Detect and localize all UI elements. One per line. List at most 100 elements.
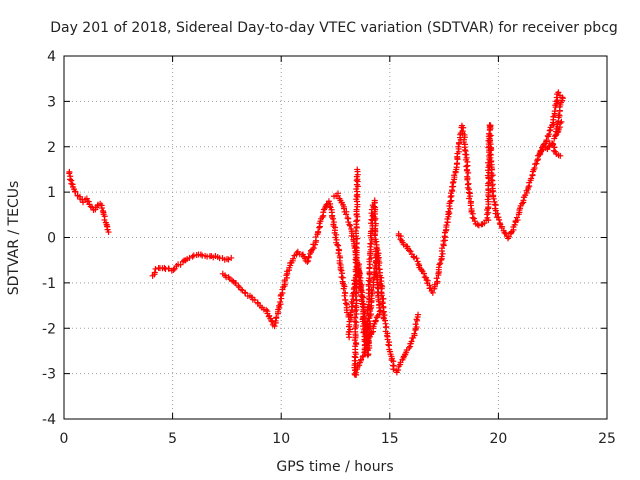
data-point-marker <box>438 253 445 260</box>
data-point-marker <box>536 151 543 158</box>
data-point-marker <box>464 184 471 191</box>
data-point-marker <box>353 319 360 326</box>
data-point-marker <box>413 323 420 330</box>
data-point-marker <box>470 215 477 222</box>
y-tick-label: 2 <box>47 140 56 156</box>
data-point-marker <box>543 137 550 144</box>
data-point-marker <box>557 152 564 159</box>
data-point-marker <box>538 148 545 155</box>
data-point-marker <box>347 326 354 333</box>
data-point-marker <box>545 144 552 151</box>
data-point-marker <box>335 250 342 257</box>
data-point-marker <box>228 254 235 261</box>
data-point-marker <box>66 170 73 177</box>
x-tick-label: 0 <box>60 431 69 447</box>
data-point-marker <box>343 211 350 218</box>
data-point-marker <box>412 321 419 328</box>
data-point-marker <box>546 127 553 134</box>
y-tick-label: 4 <box>47 49 56 65</box>
data-point-marker <box>101 216 108 223</box>
data-point-marker <box>492 202 499 209</box>
y-tick-label: 3 <box>47 94 56 110</box>
data-point-marker <box>341 205 348 212</box>
data-point-marker <box>189 253 196 260</box>
data-point-marker <box>323 201 330 208</box>
data-point-marker <box>380 295 387 302</box>
data-point-marker <box>277 299 284 306</box>
data-point-marker <box>488 176 495 183</box>
data-point-marker <box>72 188 79 195</box>
data-point-marker <box>420 270 427 277</box>
data-point-marker <box>336 247 343 254</box>
data-point-marker <box>533 160 540 167</box>
data-point-marker <box>85 198 92 205</box>
y-tick-label: 0 <box>47 231 56 247</box>
data-point-marker <box>371 203 378 210</box>
data-point-marker <box>528 175 535 182</box>
data-point-marker <box>465 169 472 176</box>
data-point-marker <box>186 254 193 261</box>
data-point-marker <box>395 366 402 373</box>
data-point-marker <box>411 330 418 337</box>
data-point-marker <box>326 203 333 210</box>
data-point-marker <box>471 218 478 225</box>
data-point-marker <box>501 229 508 236</box>
data-point-marker <box>235 282 242 289</box>
data-point-marker <box>320 209 327 216</box>
data-point-marker <box>374 281 381 288</box>
data-point-marker <box>363 321 370 328</box>
data-point-marker <box>352 228 359 235</box>
data-point-marker <box>353 297 360 304</box>
data-point-marker <box>367 246 374 253</box>
data-point-marker <box>489 172 496 179</box>
data-point-marker <box>464 176 471 183</box>
data-point-marker <box>304 258 311 265</box>
data-point-marker <box>273 314 280 321</box>
data-point-marker <box>465 180 472 187</box>
data-point-marker <box>105 229 112 236</box>
data-point-marker <box>373 314 380 321</box>
data-point-marker <box>450 178 457 185</box>
data-point-marker <box>465 189 472 196</box>
data-point-marker <box>340 285 347 292</box>
data-point-marker <box>540 141 547 148</box>
data-point-marker <box>363 341 370 348</box>
data-point-marker <box>354 166 361 173</box>
data-point-marker <box>177 261 184 268</box>
data-point-marker <box>329 215 336 222</box>
data-point-marker <box>366 286 373 293</box>
data-point-marker <box>407 248 414 255</box>
data-point-marker <box>551 108 558 115</box>
data-point-marker <box>325 198 332 205</box>
data-point-marker <box>271 323 278 330</box>
data-point-marker <box>519 200 526 207</box>
data-point-marker <box>371 216 378 223</box>
y-tick-label: -2 <box>42 321 56 337</box>
x-tick-label: 5 <box>168 431 177 447</box>
data-point-marker <box>487 158 494 165</box>
data-point-marker <box>429 289 436 296</box>
data-point-marker <box>495 214 502 221</box>
data-point-marker <box>557 120 564 127</box>
data-point-marker <box>551 135 558 142</box>
y-tick-label: -1 <box>42 276 56 292</box>
data-point-marker <box>179 258 186 265</box>
data-point-marker <box>410 253 417 260</box>
data-point-marker <box>361 349 368 356</box>
data-point-marker <box>338 274 345 281</box>
x-tick-label: 10 <box>272 431 290 447</box>
data-point-marker <box>364 318 371 325</box>
data-point-marker <box>455 139 462 146</box>
chart-title: Day 201 of 2018, Sidereal Day-to-day VTE… <box>50 20 618 36</box>
data-point-marker <box>350 296 357 303</box>
grid-lines <box>64 56 607 419</box>
data-point-marker <box>385 341 392 348</box>
data-point-marker <box>467 202 474 209</box>
data-point-marker <box>437 260 444 267</box>
data-point-marker <box>408 338 415 345</box>
data-point-marker <box>347 222 354 229</box>
data-point-marker <box>352 340 359 347</box>
data-point-marker <box>342 290 349 297</box>
data-point-marker <box>161 264 168 271</box>
